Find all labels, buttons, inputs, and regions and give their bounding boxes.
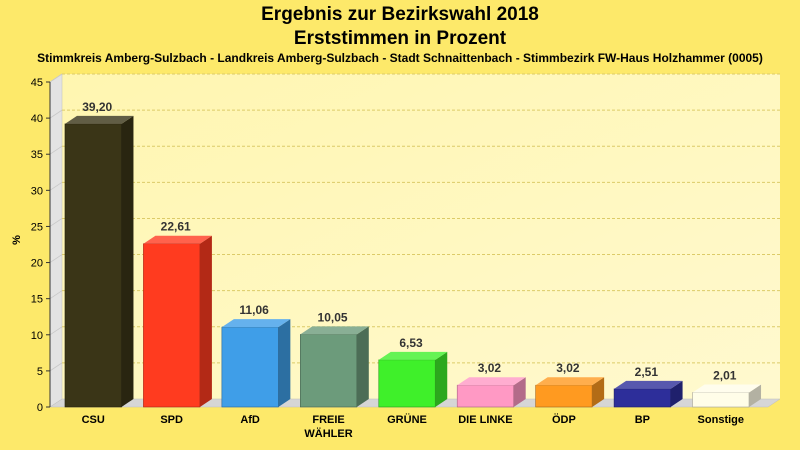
grid-line-side <box>49 218 63 227</box>
grid-line-side <box>49 362 63 372</box>
bar-top <box>300 326 369 335</box>
value-label: 11,06 <box>239 303 269 317</box>
bar <box>64 123 122 408</box>
grid-line-side <box>49 290 63 299</box>
x-tick-label: DIE LINKE <box>458 414 512 426</box>
bar-group <box>692 384 762 408</box>
x-tick-label: CSU <box>82 414 105 426</box>
bar-group <box>378 351 448 408</box>
value-label: 2,51 <box>635 365 659 379</box>
value-label: 6,53 <box>399 336 423 350</box>
x-tick-label: Sonstige <box>698 414 744 426</box>
bar <box>221 326 279 408</box>
bar-side <box>592 377 605 407</box>
bar-side <box>278 319 291 407</box>
chart-title: Ergebnis zur Bezirkswahl 2018 Erststimme… <box>0 3 800 51</box>
bar-group <box>300 326 369 408</box>
bar-top <box>535 377 605 386</box>
bar-group <box>143 235 212 408</box>
bar <box>535 384 593 408</box>
bar <box>378 359 436 408</box>
x-tick-label: GRÜNE <box>387 413 427 426</box>
chart-subtitle: Stimmkreis Amberg-Sulzbach - Landkreis A… <box>37 51 763 65</box>
bar-group <box>535 377 605 408</box>
bar <box>692 392 750 408</box>
grid-line-side <box>49 109 63 119</box>
bar-side <box>199 235 212 407</box>
x-tick-label: SPD <box>160 414 183 426</box>
chart-title-line2: Erststimmen in Prozent <box>293 28 507 49</box>
y-axis-label: % <box>11 235 23 245</box>
bar-side <box>435 351 448 407</box>
y-tick-label: 5 <box>37 366 43 378</box>
y-tick-label: 35 <box>31 149 43 161</box>
bar-side <box>356 326 369 407</box>
bar-top <box>614 380 683 389</box>
chart-title-line1: Ergebnis zur Bezirkswahl 2018 <box>261 4 539 25</box>
y-tick-label: 15 <box>31 294 43 306</box>
bar <box>456 384 514 408</box>
value-label: 3,02 <box>478 361 502 375</box>
value-label: 39,20 <box>82 100 112 114</box>
value-label: 10,05 <box>318 310 348 324</box>
x-tick-label: FREIE WÄHLER <box>304 414 352 440</box>
bar-top <box>457 377 526 386</box>
bar-top <box>692 384 762 393</box>
value-label: 22,61 <box>161 220 191 234</box>
grid-line-side <box>49 73 63 83</box>
bar-group <box>221 319 291 408</box>
x-tick-label: BP <box>635 414 650 426</box>
value-label: 2,01 <box>713 368 737 382</box>
grid-line-side <box>49 182 63 191</box>
grid-line-side <box>49 254 63 263</box>
bar-top <box>143 235 212 244</box>
y-tick-label: 30 <box>31 185 43 197</box>
bar-group <box>456 377 526 408</box>
bar-side <box>513 377 526 407</box>
y-tick-label: 20 <box>31 258 43 270</box>
value-label: 3,02 <box>556 361 580 375</box>
y-tick-label: 45 <box>31 77 43 89</box>
bar-top <box>221 319 291 328</box>
grid-line-side <box>49 145 63 155</box>
bar <box>143 243 201 408</box>
plot-side-wall <box>49 73 63 408</box>
bar-top <box>64 115 134 124</box>
bar-group <box>613 380 683 408</box>
bar-top <box>378 351 448 360</box>
y-tick-label: 10 <box>31 330 43 342</box>
bar-side <box>670 380 683 407</box>
y-tick-label: 25 <box>31 221 43 233</box>
grid-line-side <box>49 326 63 336</box>
x-tick-label: ÖDP <box>552 413 576 426</box>
x-tick-label: AfD <box>240 414 260 426</box>
y-tick-label: 40 <box>31 113 43 125</box>
bar-side <box>749 384 762 407</box>
bar <box>300 334 358 408</box>
bar-side <box>121 115 134 407</box>
bar-group <box>64 115 134 408</box>
bar <box>613 388 671 408</box>
y-tick-label: 0 <box>37 402 43 414</box>
